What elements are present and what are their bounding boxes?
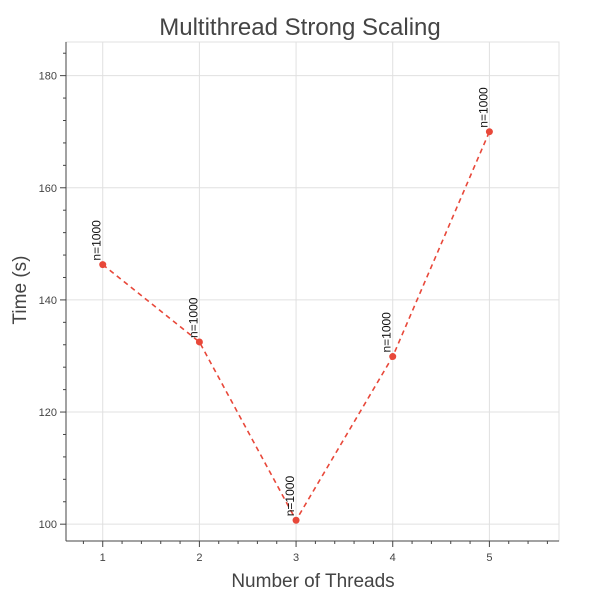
y-tick-label: 100 xyxy=(39,519,57,531)
x-tick-label: 5 xyxy=(486,552,492,564)
grid-lines xyxy=(66,42,559,541)
y-tick-label: 120 xyxy=(39,407,57,419)
data-point xyxy=(195,338,203,346)
data-point xyxy=(292,516,300,524)
data-point-label: n=1000 xyxy=(380,312,394,353)
data-point xyxy=(485,128,493,136)
y-tick-label: 160 xyxy=(39,183,57,195)
data-point xyxy=(99,261,107,269)
axes: 1 2 3 4 5 100 120 140 160 180 xyxy=(39,42,559,564)
data-point-label: n=1000 xyxy=(90,220,104,261)
y-tick-label: 180 xyxy=(39,71,57,83)
series-line xyxy=(99,128,493,524)
y-tick-label: 140 xyxy=(39,295,57,307)
data-point-label: n=1000 xyxy=(186,297,200,338)
x-tick-label: 1 xyxy=(100,552,106,564)
chart-title: Multithread Strong Scaling xyxy=(159,14,440,41)
data-point-label: n=1000 xyxy=(283,476,297,517)
x-tick-label: 4 xyxy=(390,552,396,564)
point-annotations: n=1000 n=1000 n=1000 n=1000 n=1000 xyxy=(90,87,491,516)
y-axis-label: Time (s) xyxy=(10,256,31,325)
x-tick-label: 2 xyxy=(196,552,202,564)
data-point xyxy=(389,353,397,361)
x-axis-label: Number of Threads xyxy=(231,571,394,592)
x-tick-label: 3 xyxy=(293,552,299,564)
data-point-label: n=1000 xyxy=(476,87,490,128)
